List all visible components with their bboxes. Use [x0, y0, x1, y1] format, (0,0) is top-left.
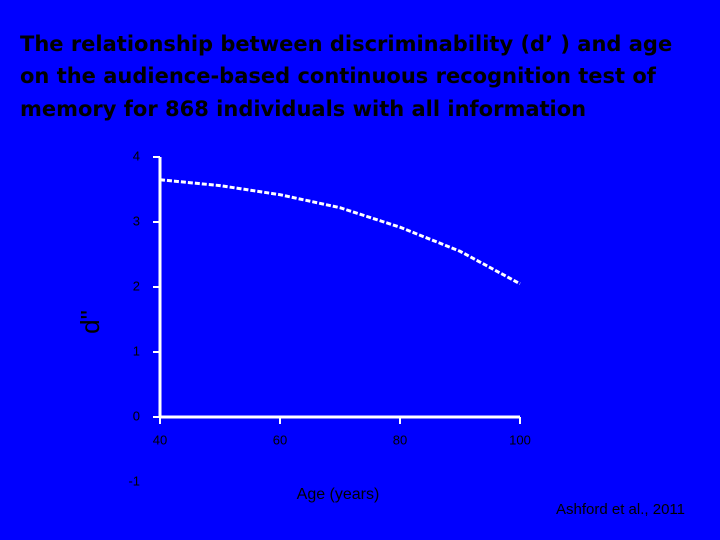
x-tick-label: 40 — [153, 432, 167, 447]
chart-title: The relationship between discriminabilit… — [20, 32, 672, 56]
x-tick-label: 100 — [509, 432, 531, 447]
y-tick-label: 1 — [133, 343, 140, 358]
y-tick-label: 0 — [133, 408, 140, 423]
chart-title: memory for 868 individuals with all info… — [20, 97, 586, 121]
y-tick-label: 2 — [133, 278, 140, 293]
data-line — [159, 178, 521, 286]
chart-title: on the audience-based continuous recogni… — [20, 64, 657, 88]
y-axis-label: d" — [75, 310, 105, 334]
x-tick-label: 80 — [393, 432, 407, 447]
y-tick-label: -1 — [128, 473, 140, 488]
x-tick-label: 60 — [273, 432, 287, 447]
y-tick-label: 3 — [133, 213, 140, 228]
y-tick-label: 4 — [133, 148, 140, 163]
annotation: Ashford et al., 2011 — [556, 501, 685, 518]
x-axis-label: Age (years) — [297, 486, 380, 503]
